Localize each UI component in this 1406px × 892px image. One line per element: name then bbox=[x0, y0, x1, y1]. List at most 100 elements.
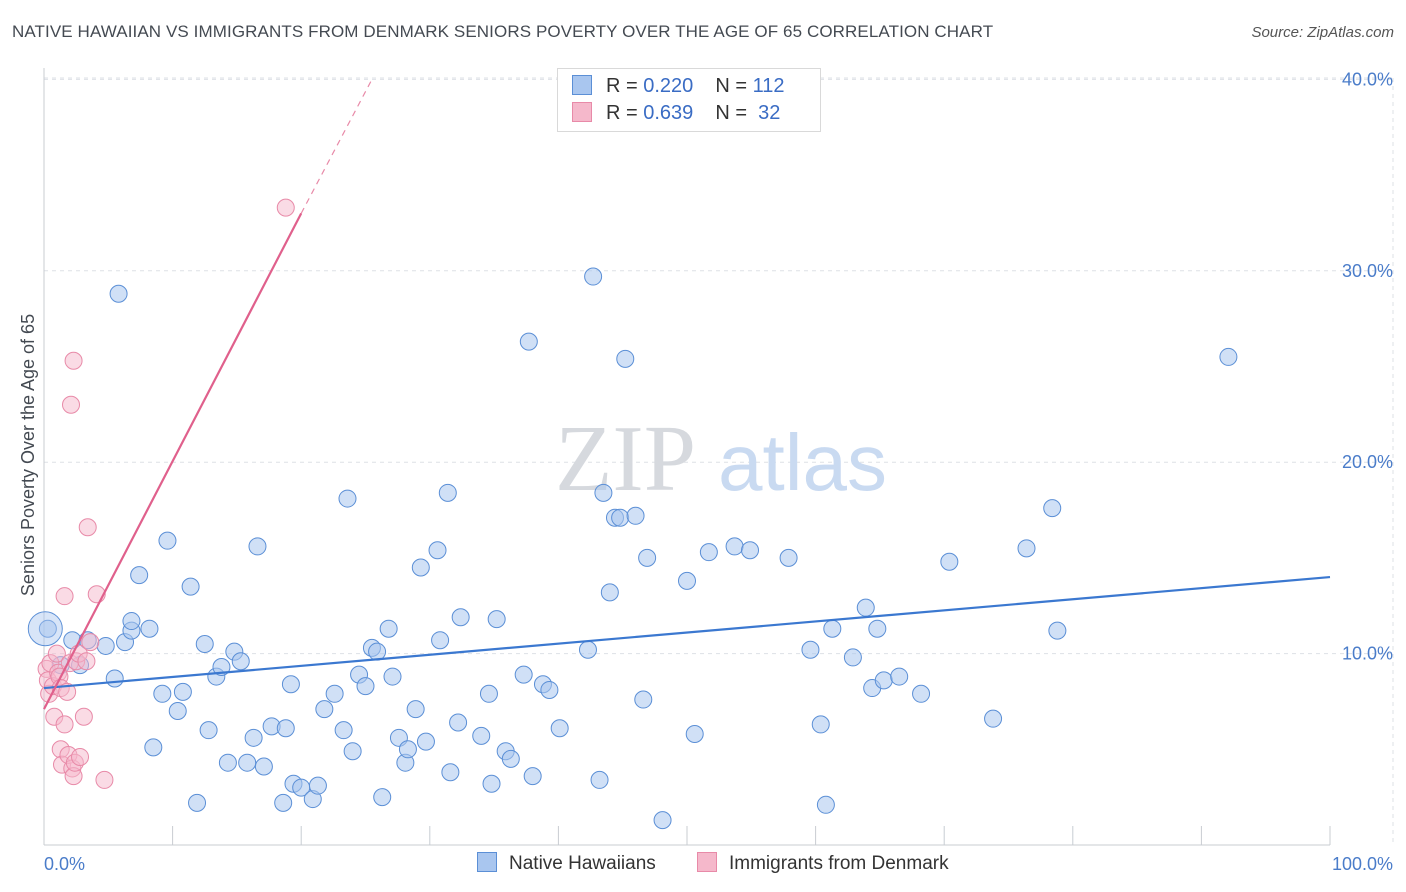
legend-n-label: N = bbox=[715, 75, 753, 97]
y-tick-label: 10.0% bbox=[1342, 644, 1393, 664]
native-hawaiians-point bbox=[590, 770, 609, 789]
native-hawaiians-point bbox=[479, 684, 498, 703]
native-hawaiians-point bbox=[449, 713, 468, 732]
native-hawaiians-point bbox=[338, 489, 357, 508]
native-hawaiians-point bbox=[181, 577, 200, 596]
denmark-point bbox=[58, 682, 77, 701]
y-tick-label: 20.0% bbox=[1342, 452, 1393, 472]
native-hawaiians-point bbox=[523, 767, 542, 786]
native-hawaiians-points bbox=[27, 267, 1238, 830]
native-hawaiians-point bbox=[843, 648, 862, 667]
native-hawaiians-point bbox=[616, 349, 635, 368]
pink-swatch bbox=[572, 102, 592, 122]
denmark-point bbox=[95, 770, 114, 789]
watermark-atlas: atlas bbox=[718, 418, 887, 507]
native-hawaiians-point bbox=[600, 583, 619, 602]
native-hawaiians-point bbox=[501, 749, 520, 768]
native-hawaiians-point bbox=[109, 284, 128, 303]
legend-r-label: R = bbox=[606, 102, 644, 124]
tick-labels: 10.0% 20.0% 30.0% 40.0% 0.0% 100.0% bbox=[44, 69, 1393, 874]
legend-r-value: 0.220 bbox=[643, 75, 694, 97]
denmark-trend-line bbox=[43, 212, 303, 710]
native-hawaiians-point bbox=[168, 702, 187, 721]
native-hawaiians-point bbox=[868, 619, 887, 638]
native-hawaiians-point bbox=[912, 684, 931, 703]
legend-n-label: N = bbox=[715, 102, 753, 124]
native-hawaiians-point bbox=[158, 531, 177, 550]
bottom-legend-label: Immigrants from Denmark bbox=[729, 853, 949, 874]
denmark-point bbox=[71, 747, 90, 766]
pink-swatch bbox=[697, 852, 717, 872]
denmark-point bbox=[62, 395, 81, 414]
native-hawaiians-point bbox=[634, 690, 653, 709]
axes bbox=[43, 68, 1331, 846]
native-hawaiians-point bbox=[356, 677, 375, 696]
denmark-point bbox=[81, 633, 100, 652]
native-hawaiians-point bbox=[874, 671, 893, 690]
blue-swatch bbox=[477, 852, 497, 872]
native-hawaiians-point bbox=[96, 636, 115, 655]
denmark-point bbox=[78, 518, 97, 537]
native-hawaiians-point bbox=[188, 793, 207, 812]
native-hawaiians-point bbox=[276, 719, 295, 738]
bottom-legend-label: Native Hawaiians bbox=[509, 853, 656, 874]
denmark-point bbox=[77, 652, 96, 671]
native-hawaiians-point bbox=[199, 721, 218, 740]
legend-n-value: 32 bbox=[752, 102, 781, 124]
denmark-points bbox=[37, 198, 295, 789]
y-tick-label: 30.0% bbox=[1342, 261, 1393, 281]
native-hawaiians-point bbox=[398, 740, 417, 759]
legend-n-value: 112 bbox=[752, 75, 785, 97]
native-hawaiians-trend-line bbox=[43, 575, 1331, 690]
native-hawaiians-point bbox=[431, 631, 450, 650]
native-hawaiians-point bbox=[218, 753, 237, 772]
native-hawaiians-point bbox=[1219, 347, 1238, 366]
native-hawaiians-point bbox=[238, 753, 257, 772]
bottom-legend-denmark: Immigrants from Denmark bbox=[697, 852, 949, 875]
native-hawaiians-point bbox=[626, 506, 645, 525]
legend-r-label: R = bbox=[606, 75, 644, 97]
source-credit: Source: ZipAtlas.com bbox=[1251, 24, 1394, 41]
native-hawaiians-point bbox=[274, 793, 293, 812]
native-hawaiians-point bbox=[685, 724, 704, 743]
native-hawaiians-point bbox=[368, 642, 387, 661]
native-hawaiians-point bbox=[856, 598, 875, 617]
denmark-point bbox=[47, 644, 66, 663]
legend-r-value: 0.639 bbox=[643, 102, 694, 124]
native-hawaiians-point bbox=[611, 508, 630, 527]
native-hawaiians-point bbox=[334, 721, 353, 740]
native-hawaiians-point bbox=[653, 811, 672, 830]
native-hawaiians-point bbox=[248, 537, 267, 556]
native-hawaiians-point bbox=[315, 700, 334, 719]
trend-lines bbox=[43, 79, 1331, 710]
native-hawaiians-point bbox=[1048, 621, 1067, 640]
native-hawaiians-point bbox=[416, 732, 435, 751]
native-hawaiians-point bbox=[383, 667, 402, 686]
legend-row-native-hawaiians: R = 0.220 N = 112 bbox=[572, 75, 784, 101]
native-hawaiians-point bbox=[741, 541, 760, 560]
native-hawaiians-point bbox=[699, 543, 718, 562]
native-hawaiians-point bbox=[823, 619, 842, 638]
denmark-point bbox=[55, 715, 74, 734]
native-hawaiians-point bbox=[130, 566, 149, 585]
native-hawaiians-point bbox=[550, 719, 569, 738]
native-hawaiians-point bbox=[231, 652, 250, 671]
denmark-trend-extension bbox=[300, 79, 373, 214]
native-hawaiians-point bbox=[514, 665, 533, 684]
native-hawaiians-point bbox=[811, 715, 830, 734]
native-hawaiians-point bbox=[487, 610, 506, 629]
y-tick-label: 40.0% bbox=[1342, 69, 1393, 89]
native-hawaiians-point bbox=[153, 684, 172, 703]
native-hawaiians-point bbox=[406, 700, 425, 719]
native-hawaiians-point bbox=[519, 332, 538, 351]
native-hawaiians-point bbox=[779, 548, 798, 567]
denmark-point bbox=[64, 351, 83, 370]
native-hawaiians-point bbox=[725, 537, 744, 556]
native-hawaiians-point bbox=[594, 483, 613, 502]
denmark-point bbox=[55, 587, 74, 606]
native-hawaiians-point bbox=[379, 619, 398, 638]
native-hawaiians-point bbox=[578, 640, 597, 659]
native-hawaiians-point bbox=[482, 774, 501, 793]
native-hawaiians-point bbox=[308, 776, 327, 795]
native-hawaiians-point bbox=[105, 669, 124, 688]
